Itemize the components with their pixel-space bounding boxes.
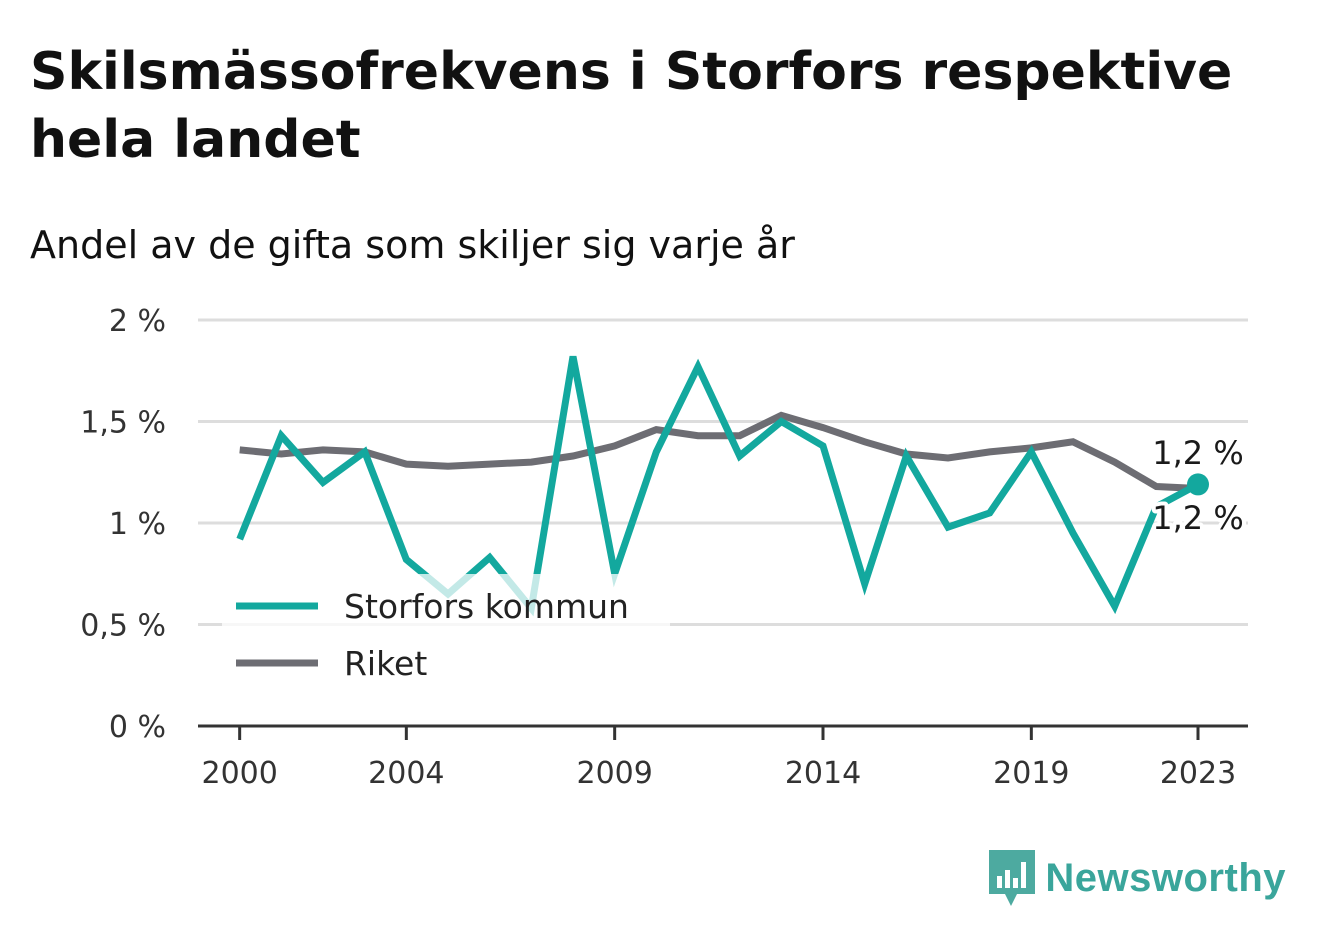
x-tick-label: 2009: [576, 756, 652, 791]
newsworthy-logo-icon: [989, 850, 1036, 906]
series-lines: [236, 355, 1200, 617]
legend-label: Storfors kommun: [344, 587, 629, 626]
end-label-riket-halo: 1,2 %: [1152, 499, 1243, 537]
chart-subtitle: Andel av de gifta som skiljer sig varje …: [30, 223, 795, 267]
end-point-marker: [1187, 473, 1209, 496]
brand-name: Newsworthy: [1045, 855, 1286, 900]
legend-label: Riket: [344, 644, 427, 683]
y-tick-label: 0,5 %: [80, 609, 166, 644]
end-label-riket: 1,2 %: [1152, 499, 1243, 537]
x-tick-label: 2004: [368, 756, 444, 791]
end-label-storfors-halo: 1,2 %: [1152, 434, 1243, 472]
x-tick-label: 2000: [201, 756, 277, 791]
x-axis: 2000 2004 2009 2014 2019 2023: [198, 724, 1248, 791]
end-label-storfors: 1,2 %: [1152, 434, 1243, 472]
x-tick-label: 2014: [785, 756, 861, 791]
x-tick-label: 2023: [1160, 756, 1236, 791]
y-tick-label: 1,5 %: [80, 406, 166, 441]
series-line-storfors-kommun: [236, 355, 1200, 617]
legend: Storfors kommun Riket: [222, 574, 670, 684]
y-tick-label: 2 %: [109, 304, 166, 339]
y-axis-tick-labels: 0 % 0,5 % 1 % 1,5 % 2 %: [80, 304, 166, 745]
chart-title: Skilsmässofrekvens i Storfors respektive…: [30, 42, 1233, 170]
end-labels: 1,2 %1,2 %1,2 %1,2 %: [1148, 430, 1247, 541]
series-line-riket: [239, 411, 1199, 492]
x-tick-label: 2019: [993, 756, 1069, 791]
y-tick-label: 1 %: [109, 507, 166, 542]
y-tick-label: 0 %: [109, 710, 166, 745]
newsworthy-brand: Newsworthy: [989, 850, 1286, 906]
